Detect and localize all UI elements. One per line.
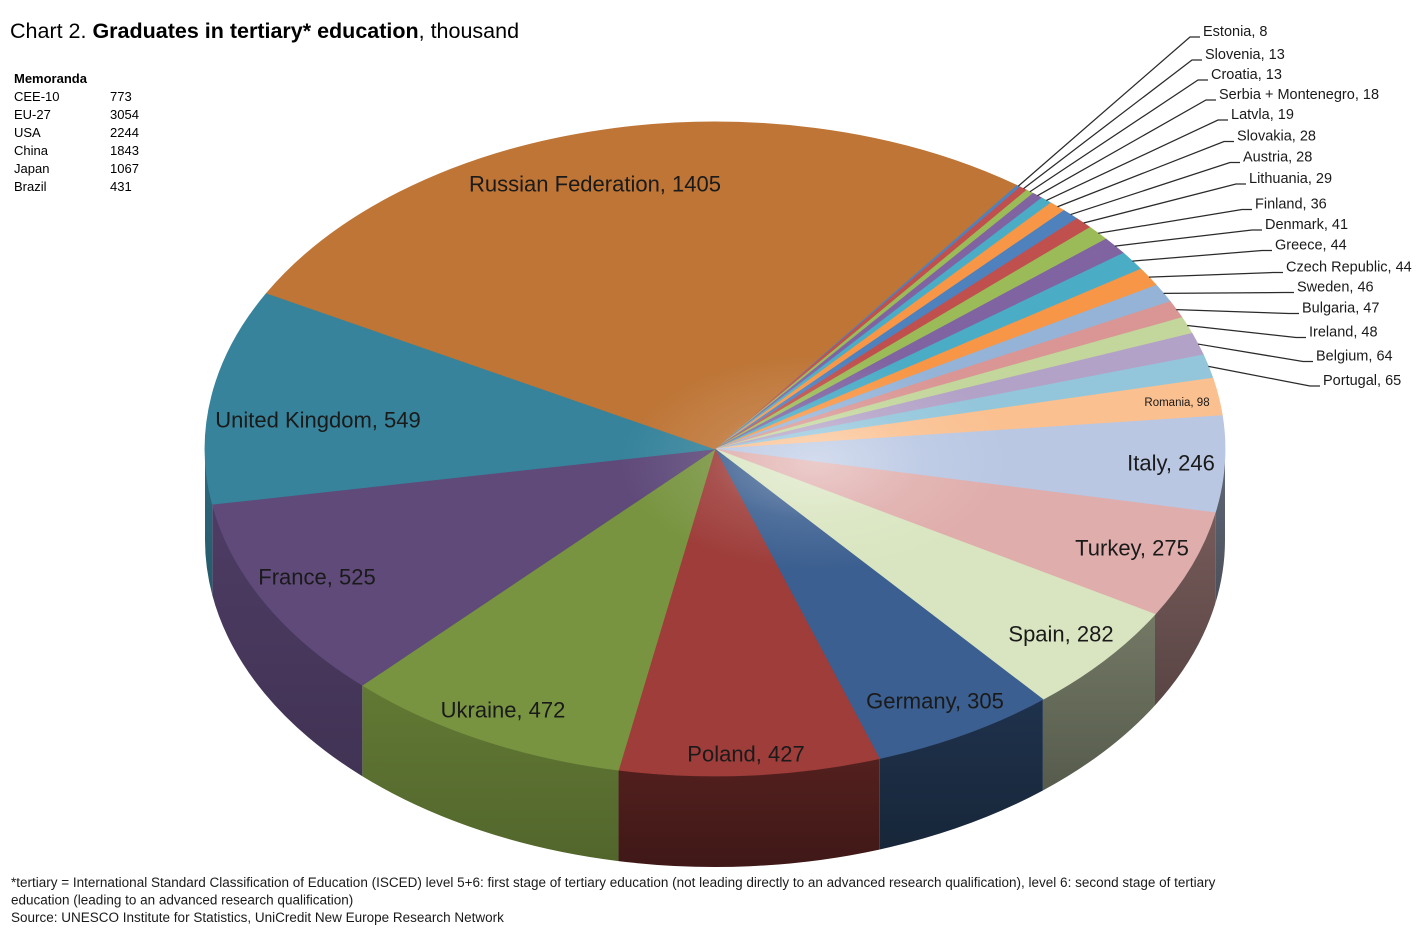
svg-text:Germany, 305: Germany, 305 bbox=[866, 689, 1004, 714]
svg-text:Denmark, 41: Denmark, 41 bbox=[1265, 217, 1348, 233]
svg-text:Poland, 427: Poland, 427 bbox=[687, 742, 804, 767]
svg-text:Russian Federation, 1405: Russian Federation, 1405 bbox=[469, 172, 721, 197]
svg-text:Croatia, 13: Croatia, 13 bbox=[1211, 67, 1282, 83]
svg-text:431: 431 bbox=[110, 179, 132, 194]
svg-text:EU-27: EU-27 bbox=[14, 107, 51, 122]
svg-text:Czech Republic, 44: Czech Republic, 44 bbox=[1286, 260, 1412, 276]
svg-text:Brazil: Brazil bbox=[14, 179, 47, 194]
svg-text:Spain, 282: Spain, 282 bbox=[1008, 622, 1113, 647]
svg-text:France, 525: France, 525 bbox=[258, 565, 375, 590]
svg-text:Source: UNESCO Institute for S: Source: UNESCO Institute for Statistics,… bbox=[11, 910, 504, 925]
svg-text:Ireland, 48: Ireland, 48 bbox=[1309, 325, 1378, 341]
svg-text:Chart 2. Graduates in tertiary: Chart 2. Graduates in tertiary* educatio… bbox=[10, 19, 519, 43]
svg-text:Memoranda: Memoranda bbox=[14, 71, 88, 86]
svg-text:Italy, 246: Italy, 246 bbox=[1127, 451, 1215, 476]
svg-text:Greece, 44: Greece, 44 bbox=[1275, 238, 1347, 254]
svg-text:Ukraine, 472: Ukraine, 472 bbox=[441, 698, 566, 723]
svg-text:Japan: Japan bbox=[14, 161, 49, 176]
svg-text:CEE-10: CEE-10 bbox=[14, 89, 60, 104]
svg-text:Finland, 36: Finland, 36 bbox=[1255, 197, 1327, 213]
svg-text:Lithuania, 29: Lithuania, 29 bbox=[1249, 171, 1332, 187]
svg-text:Serbia + Montenegro, 18: Serbia + Montenegro, 18 bbox=[1219, 87, 1379, 103]
svg-text:Slovenia, 13: Slovenia, 13 bbox=[1205, 47, 1285, 63]
svg-text:Portugal, 65: Portugal, 65 bbox=[1323, 373, 1401, 389]
svg-text:773: 773 bbox=[110, 89, 132, 104]
svg-text:United Kingdom, 549: United Kingdom, 549 bbox=[215, 408, 420, 433]
svg-text:3054: 3054 bbox=[110, 107, 139, 122]
svg-text:Austria, 28: Austria, 28 bbox=[1243, 150, 1312, 166]
svg-text:Estonia, 8: Estonia, 8 bbox=[1203, 24, 1268, 40]
svg-text:1067: 1067 bbox=[110, 161, 139, 176]
svg-text:education (leading to an advan: education (leading to an advanced resear… bbox=[11, 893, 353, 908]
svg-text:Latvla, 19: Latvla, 19 bbox=[1231, 107, 1294, 123]
svg-text:1843: 1843 bbox=[110, 143, 139, 158]
svg-text:Romania, 98: Romania, 98 bbox=[1144, 397, 1209, 409]
svg-text:Bulgaria, 47: Bulgaria, 47 bbox=[1302, 301, 1379, 317]
svg-text:Slovakia, 28: Slovakia, 28 bbox=[1237, 129, 1316, 145]
svg-text:China: China bbox=[14, 143, 49, 158]
svg-text:USA: USA bbox=[14, 125, 41, 140]
svg-text:Belgium, 64: Belgium, 64 bbox=[1316, 349, 1393, 365]
svg-text:Turkey, 275: Turkey, 275 bbox=[1075, 536, 1189, 561]
svg-text:Sweden, 46: Sweden, 46 bbox=[1297, 280, 1374, 296]
svg-text:2244: 2244 bbox=[110, 125, 139, 140]
svg-text:*tertiary = International Stan: *tertiary = International Standard Class… bbox=[11, 875, 1216, 890]
